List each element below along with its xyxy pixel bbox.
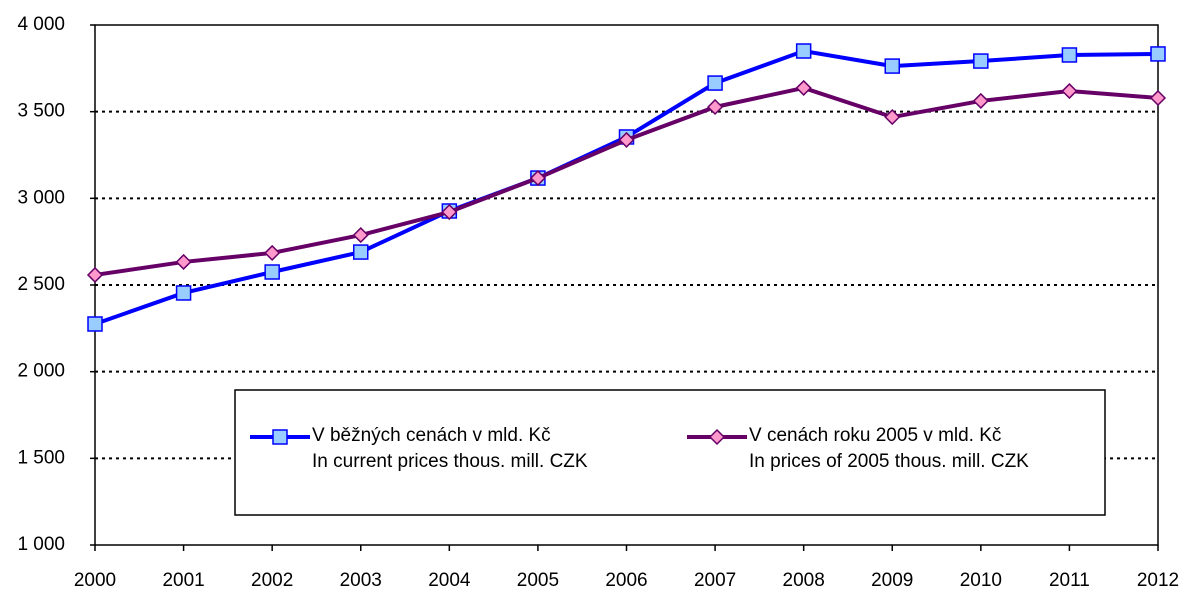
y-tick-label: 2 500 — [17, 274, 65, 295]
x-tick-label: 2010 — [960, 570, 1002, 591]
x-tick-label: 2001 — [162, 570, 204, 591]
series-line — [94, 85, 1159, 277]
marker — [795, 79, 812, 96]
marker — [264, 264, 280, 280]
legend-box — [234, 389, 1106, 516]
x-tick-label: 2009 — [871, 570, 913, 591]
y-tick-label: 1 000 — [17, 534, 65, 555]
x-tick-label: 2002 — [251, 570, 293, 591]
marker — [87, 316, 103, 332]
legend-marker — [708, 428, 726, 446]
marker — [352, 227, 369, 244]
marker — [973, 53, 989, 69]
marker — [1061, 82, 1078, 100]
y-tick-label: 2 000 — [17, 361, 65, 382]
marker — [175, 253, 192, 271]
y-tick-label: 3 500 — [17, 101, 65, 122]
marker — [884, 108, 901, 126]
marker — [707, 98, 724, 116]
marker — [1150, 46, 1166, 62]
y-tick-label: 4 000 — [17, 14, 65, 35]
y-tick-label: 3 000 — [17, 187, 65, 208]
x-tick-label: 2006 — [605, 570, 647, 591]
marker — [353, 244, 369, 260]
legend-label: V běžných cenách v mld. Kč In current pr… — [312, 425, 588, 472]
legend-label: V cenách roku 2005 v mld. Kč In prices o… — [749, 425, 1029, 472]
series-line — [94, 48, 1159, 326]
x-tick-label: 2003 — [340, 570, 382, 591]
marker — [972, 92, 989, 109]
x-tick-label: 2011 — [1049, 570, 1090, 591]
marker — [1061, 47, 1078, 63]
x-tick-label: 2004 — [428, 570, 471, 591]
y-tick-label: 1 500 — [17, 447, 65, 468]
legend-marker — [272, 429, 288, 445]
marker — [441, 203, 458, 221]
marker — [264, 244, 281, 261]
x-tick-label: 2012 — [1137, 570, 1179, 591]
x-tick-label: 2005 — [517, 570, 559, 591]
x-tick-label: 2008 — [783, 570, 825, 591]
marker — [1149, 89, 1167, 107]
x-tick-label: 2007 — [694, 570, 736, 591]
marker — [795, 43, 812, 59]
marker — [618, 131, 635, 148]
marker — [86, 266, 104, 284]
marker — [707, 75, 723, 91]
marker — [529, 169, 546, 187]
x-tick-label: 2000 — [74, 570, 116, 591]
marker — [884, 58, 900, 74]
marker — [175, 285, 192, 301]
